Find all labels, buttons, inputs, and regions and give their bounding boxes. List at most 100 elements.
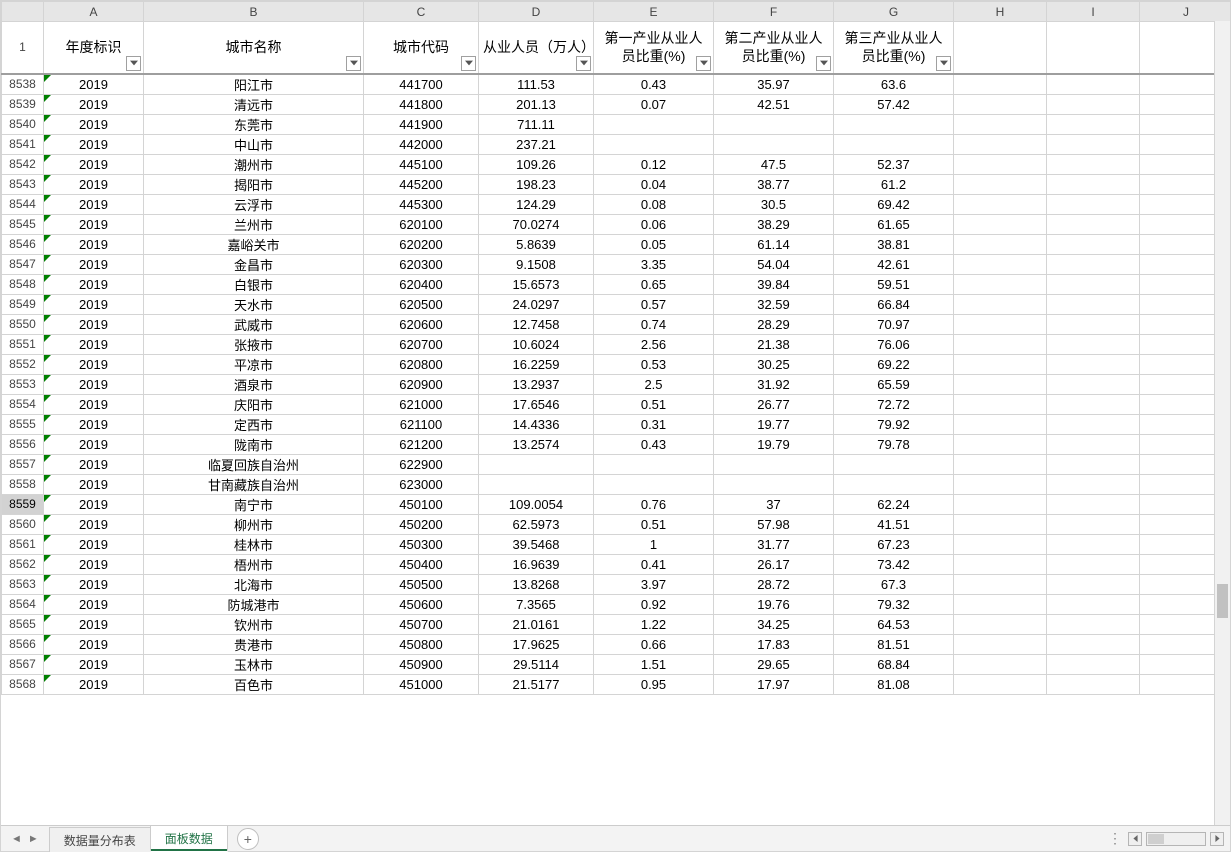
row-header[interactable]: 8544: [2, 194, 44, 214]
cell[interactable]: [1047, 554, 1140, 574]
cell[interactable]: 15.6573: [479, 274, 594, 294]
cell[interactable]: 金昌市: [144, 254, 364, 274]
cell[interactable]: 64.53: [834, 614, 954, 634]
cell[interactable]: 平凉市: [144, 354, 364, 374]
cell[interactable]: [954, 634, 1047, 654]
cell[interactable]: 2019: [44, 574, 144, 594]
cell[interactable]: 30.5: [714, 194, 834, 214]
row-header[interactable]: 8567: [2, 654, 44, 674]
row-header[interactable]: 8562: [2, 554, 44, 574]
row-header[interactable]: 8555: [2, 414, 44, 434]
cell[interactable]: [834, 474, 954, 494]
cell[interactable]: 52.37: [834, 154, 954, 174]
cell[interactable]: 34.25: [714, 614, 834, 634]
cell[interactable]: [954, 414, 1047, 434]
tab-nav-next-icon[interactable]: ►: [28, 833, 39, 845]
cell[interactable]: [1047, 354, 1140, 374]
cell[interactable]: 甘南藏族自治州: [144, 474, 364, 494]
cell[interactable]: [1047, 394, 1140, 414]
cell[interactable]: 109.0054: [479, 494, 594, 514]
cell[interactable]: 桂林市: [144, 534, 364, 554]
row-header[interactable]: 8565: [2, 614, 44, 634]
cell[interactable]: 2019: [44, 354, 144, 374]
cell[interactable]: 嘉峪关市: [144, 234, 364, 254]
sheet-tab[interactable]: 数据量分布表: [49, 827, 151, 852]
cell[interactable]: [954, 194, 1047, 214]
cell[interactable]: 0.53: [594, 354, 714, 374]
cell[interactable]: 2019: [44, 294, 144, 314]
cell[interactable]: [714, 114, 834, 134]
cell[interactable]: 1: [594, 534, 714, 554]
cell[interactable]: 百色市: [144, 674, 364, 694]
cell[interactable]: 临夏回族自治州: [144, 454, 364, 474]
cell[interactable]: 东莞市: [144, 114, 364, 134]
cell[interactable]: [1047, 114, 1140, 134]
cell[interactable]: 0.08: [594, 194, 714, 214]
cell[interactable]: [954, 314, 1047, 334]
cell[interactable]: 2019: [44, 254, 144, 274]
cell[interactable]: 620300: [364, 254, 479, 274]
cell[interactable]: 67.3: [834, 574, 954, 594]
cell[interactable]: 54.04: [714, 254, 834, 274]
cell[interactable]: 13.2937: [479, 374, 594, 394]
cell[interactable]: 622900: [364, 454, 479, 474]
cell[interactable]: [954, 154, 1047, 174]
cell[interactable]: 2019: [44, 154, 144, 174]
cell[interactable]: 26.77: [714, 394, 834, 414]
row-header[interactable]: 8543: [2, 174, 44, 194]
cell[interactable]: 620100: [364, 214, 479, 234]
cell[interactable]: [834, 114, 954, 134]
cell[interactable]: 贵港市: [144, 634, 364, 654]
cell[interactable]: 450400: [364, 554, 479, 574]
cell[interactable]: [1047, 374, 1140, 394]
cell[interactable]: [954, 614, 1047, 634]
cell[interactable]: 42.51: [714, 94, 834, 114]
hscroll-right-icon[interactable]: [1210, 832, 1224, 846]
cell[interactable]: 17.83: [714, 634, 834, 654]
cell[interactable]: 61.2: [834, 174, 954, 194]
cell[interactable]: 450900: [364, 654, 479, 674]
cell[interactable]: [594, 134, 714, 154]
row-header[interactable]: 8541: [2, 134, 44, 154]
cell[interactable]: 711.11: [479, 114, 594, 134]
cell[interactable]: 钦州市: [144, 614, 364, 634]
cell[interactable]: 1.51: [594, 654, 714, 674]
cell[interactable]: 柳州市: [144, 514, 364, 534]
cell[interactable]: 38.81: [834, 234, 954, 254]
cell[interactable]: [954, 254, 1047, 274]
cell[interactable]: 73.42: [834, 554, 954, 574]
cell[interactable]: 揭阳市: [144, 174, 364, 194]
cell[interactable]: 2019: [44, 334, 144, 354]
cell[interactable]: 陇南市: [144, 434, 364, 454]
filter-button-A[interactable]: [126, 56, 141, 71]
cell[interactable]: 57.98: [714, 514, 834, 534]
cell[interactable]: [834, 134, 954, 154]
header-cell-A[interactable]: 年度标识: [44, 22, 144, 74]
cell[interactable]: 69.22: [834, 354, 954, 374]
cell[interactable]: [954, 354, 1047, 374]
cell[interactable]: [954, 434, 1047, 454]
cell[interactable]: 2019: [44, 414, 144, 434]
cell[interactable]: [954, 554, 1047, 574]
cell[interactable]: 0.57: [594, 294, 714, 314]
cell[interactable]: 67.23: [834, 534, 954, 554]
cell[interactable]: [954, 394, 1047, 414]
cell[interactable]: 2019: [44, 434, 144, 454]
cell[interactable]: 621200: [364, 434, 479, 454]
cell[interactable]: 109.26: [479, 154, 594, 174]
cell[interactable]: 3.97: [594, 574, 714, 594]
cell[interactable]: 62.5973: [479, 514, 594, 534]
cell[interactable]: 2019: [44, 194, 144, 214]
cell[interactable]: 南宁市: [144, 494, 364, 514]
cell[interactable]: 天水市: [144, 294, 364, 314]
col-header-D[interactable]: D: [479, 2, 594, 22]
col-header-I[interactable]: I: [1047, 2, 1140, 22]
row-header[interactable]: 8561: [2, 534, 44, 554]
cell[interactable]: 32.59: [714, 294, 834, 314]
vertical-scroll-thumb[interactable]: [1217, 584, 1228, 618]
cell[interactable]: [1047, 614, 1140, 634]
cell[interactable]: [954, 214, 1047, 234]
cell[interactable]: 玉林市: [144, 654, 364, 674]
cell[interactable]: 201.13: [479, 94, 594, 114]
filter-button-G[interactable]: [936, 56, 951, 71]
